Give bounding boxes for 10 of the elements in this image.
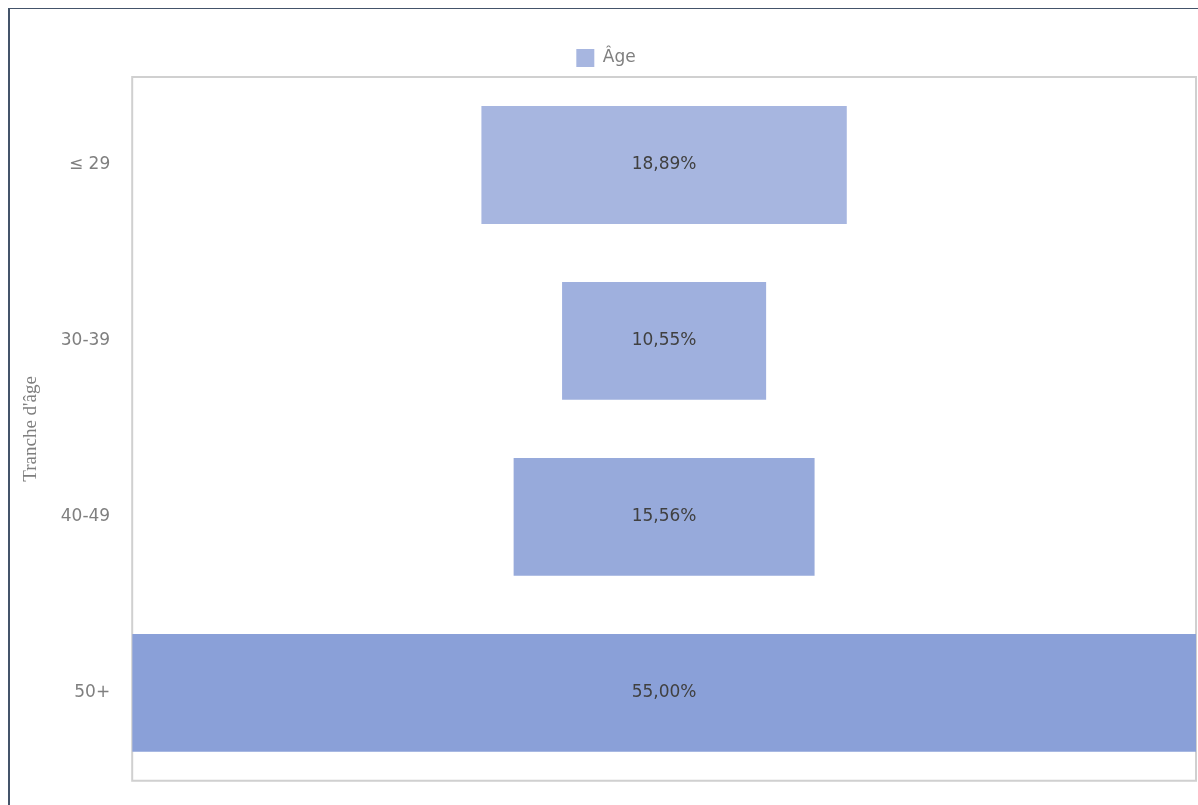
category-label: ≤ 29 [68,153,111,174]
data-label: 18,89% [631,153,697,174]
data-label: 15,56% [631,505,697,526]
category-label: 30-39 [60,329,111,350]
data-label: 55,00% [631,681,697,702]
legend-label: Âge [602,45,636,67]
category-label: 40-49 [60,505,111,526]
data-label: 10,55% [631,329,697,350]
category-label: 50+ [74,681,111,702]
text: Tranche d'âge [19,376,41,482]
